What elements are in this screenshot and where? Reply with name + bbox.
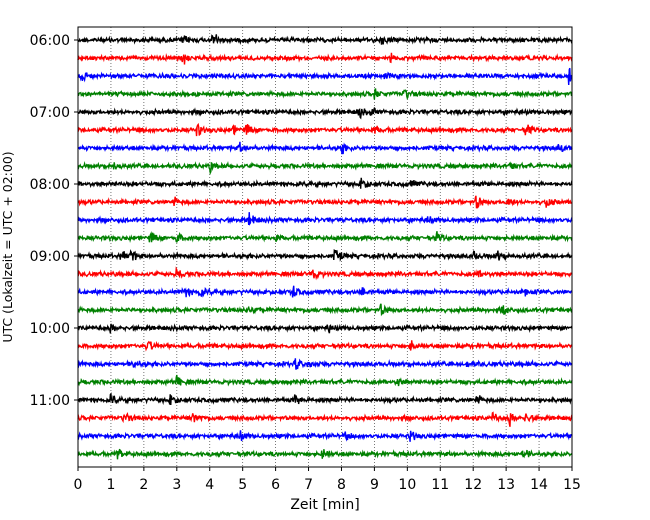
trace-1100 [77,392,573,406]
trace-1030 [77,358,573,370]
y-tick-label: 06:00 [30,33,70,49]
x-tick-label: 9 [370,477,379,493]
trace-0845 [77,230,573,243]
x-tick-label: 12 [464,477,482,493]
trace-0715 [77,122,573,137]
trace-1130 [77,430,573,442]
trace-0815 [77,195,573,209]
x-tick-label: 4 [205,477,214,493]
trace-1000 [77,323,573,334]
trace-0800 [77,177,573,190]
trace-0915 [77,266,573,281]
y-tick-label: 08:00 [30,177,70,193]
y-tick-label: 07:00 [30,105,70,121]
trace-0615 [77,52,573,65]
y-axis-label: UTC (Lokalzeit = UTC + 02:00) [0,151,15,342]
x-tick-label: 0 [74,477,83,493]
trace-0730 [77,141,573,155]
x-tick-label: 6 [271,477,280,493]
trace-0945 [77,303,573,317]
trace-group [77,34,573,460]
trace-0645 [77,88,573,101]
x-axis-label: Zeit [min] [290,497,359,513]
x-tick-label: 1 [106,477,115,493]
x-tick-label: 7 [304,477,313,493]
plot-frame [77,26,573,468]
x-tick-label: 8 [337,477,346,493]
x-tick-label: 10 [398,477,416,493]
x-axis-ticks: 0 1 2 3 4 5 6 7 8 9 10 11 12 13 14 15 [74,467,581,493]
trace-0700 [77,107,573,120]
trace-0600 [77,34,573,45]
y-tick-label: 09:00 [30,249,70,265]
y-tick-label: 11:00 [30,393,70,409]
x-tick-label: 3 [172,477,181,493]
trace-1045 [77,374,573,387]
trace-0900 [77,249,573,262]
trace-0745 [77,160,573,176]
x-tick-label: 15 [563,477,581,493]
trace-0830 [77,212,573,226]
trace-0630 [77,67,573,85]
trace-1145 [77,448,573,460]
x-tick-label: 13 [497,477,515,493]
trace-1015 [77,340,573,352]
x-tick-label: 2 [139,477,148,493]
y-axis-ticks: 06:00 07:00 08:00 09:00 10:00 11:00 [30,33,78,409]
trace-1115 [77,411,573,427]
trace-0930 [77,285,573,298]
x-tick-label: 11 [431,477,449,493]
x-tick-label: 14 [530,477,548,493]
x-tick-label: 5 [238,477,247,493]
y-tick-label: 10:00 [30,321,70,337]
